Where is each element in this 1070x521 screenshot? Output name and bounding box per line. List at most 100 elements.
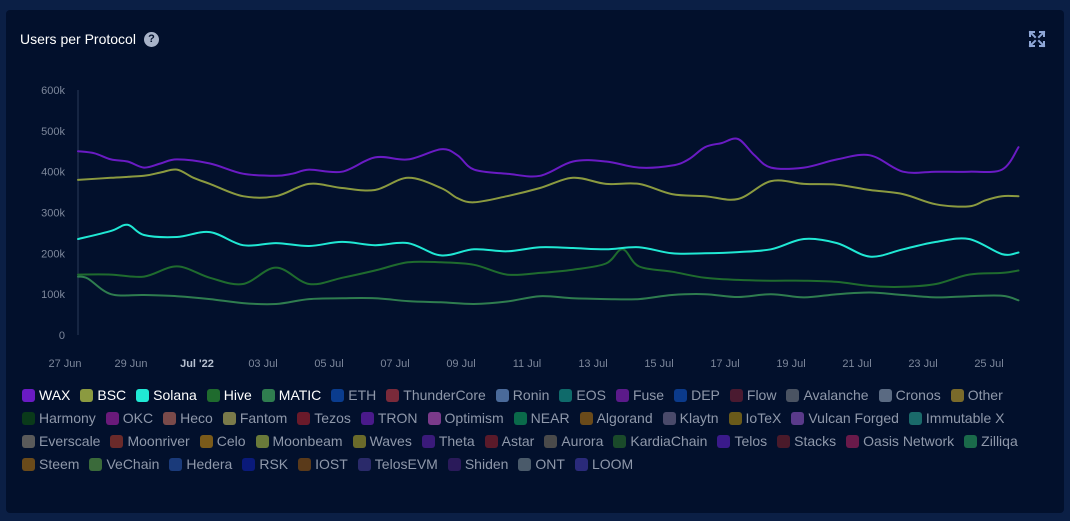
legend-item-fantom[interactable]: Fantom: [222, 409, 288, 427]
legend-swatch: [846, 434, 860, 448]
legend-item-dep[interactable]: DEP: [674, 386, 720, 404]
legend-item-iost[interactable]: IOST: [298, 455, 348, 473]
legend-item-klaytn[interactable]: Klaytn: [662, 409, 719, 427]
legend-swatch: [136, 388, 150, 402]
legend-item-wax[interactable]: WAX: [22, 386, 70, 404]
legend-swatch: [786, 388, 800, 402]
legend-swatch: [255, 434, 269, 448]
legend-item-waves[interactable]: Waves: [352, 432, 412, 450]
legend-item-kardiachain[interactable]: KardiaChain: [613, 432, 707, 450]
legend-swatch: [518, 457, 532, 471]
legend-swatch: [791, 411, 805, 425]
legend-item-harmony[interactable]: Harmony: [22, 409, 96, 427]
x-tick-label: 21 Jul: [842, 358, 871, 370]
legend-item-tron[interactable]: TRON: [360, 409, 418, 427]
legend-item-hive[interactable]: Hive: [206, 386, 252, 404]
legend-item-solana[interactable]: Solana: [136, 386, 197, 404]
legend-label: Solana: [153, 387, 197, 403]
legend-item-iotex[interactable]: IoTeX: [728, 409, 782, 427]
legend-item-immutable-x[interactable]: Immutable X: [908, 409, 1005, 427]
legend-item-okc[interactable]: OKC: [105, 409, 153, 427]
legend-label: Optimism: [444, 410, 504, 426]
expand-arrows-icon[interactable]: [1028, 30, 1046, 48]
legend-label: Moonriver: [127, 433, 190, 449]
legend-label: Astar: [501, 433, 535, 449]
legend-label: Harmony: [39, 410, 96, 426]
legend-label: Telos: [734, 433, 768, 449]
legend-item-eth[interactable]: ETH: [331, 386, 376, 404]
legend-item-moonriver[interactable]: Moonriver: [110, 432, 190, 450]
legend-item-steem[interactable]: Steem: [22, 455, 79, 473]
legend-item-telosevm[interactable]: TelosEVM: [357, 455, 438, 473]
legend-swatch: [110, 434, 124, 448]
legend-swatch: [717, 434, 731, 448]
legend-item-optimism[interactable]: Optimism: [427, 409, 504, 427]
legend-item-telos[interactable]: Telos: [717, 432, 767, 450]
legend-item-shiden[interactable]: Shiden: [447, 455, 509, 473]
question-circle-icon[interactable]: ?: [143, 31, 159, 47]
legend-item-matic[interactable]: MATIC: [261, 386, 321, 404]
x-tick-label: 17 Jul: [710, 358, 739, 370]
legend-label: ONT: [535, 456, 565, 472]
legend-label: Fantom: [239, 410, 288, 426]
x-tick-label: 11 Jul: [513, 358, 542, 370]
legend-item-aurora[interactable]: Aurora: [544, 432, 603, 450]
legend-item-thundercore[interactable]: ThunderCore: [386, 386, 486, 404]
legend-label: Oasis Network: [863, 433, 955, 449]
legend-item-vulcan-forged[interactable]: Vulcan Forged: [791, 409, 899, 427]
legend-item-celo[interactable]: Celo: [199, 432, 246, 450]
legend-swatch: [22, 457, 35, 471]
legend-item-rsk[interactable]: RSK: [242, 455, 288, 473]
legend-item-hedera[interactable]: Hedera: [169, 455, 232, 473]
legend-item-theta[interactable]: Theta: [421, 432, 475, 450]
legend-swatch: [206, 388, 220, 402]
legend-label: TRON: [377, 410, 418, 426]
legend-item-fuse[interactable]: Fuse: [615, 386, 664, 404]
legend-swatch: [80, 388, 94, 402]
legend-swatch: [163, 411, 177, 425]
legend-swatch: [878, 388, 892, 402]
legend-swatch: [544, 434, 558, 448]
legend-swatch: [777, 434, 791, 448]
legend-item-near[interactable]: NEAR: [513, 409, 570, 427]
legend-item-avalanche[interactable]: Avalanche: [786, 386, 869, 404]
y-tick-label: 300k: [41, 208, 65, 220]
x-tick-label: 23 Jul: [908, 358, 937, 370]
x-tick-label: 15 Jul: [644, 358, 673, 370]
x-tick-label: 25 Jul: [974, 358, 1003, 370]
legend-label: TelosEVM: [374, 456, 438, 472]
legend-item-algorand[interactable]: Algorand: [579, 409, 653, 427]
legend-item-zilliqa[interactable]: Zilliqa: [964, 432, 1018, 450]
legend-item-ronin[interactable]: Ronin: [495, 386, 549, 404]
legend-label: Flow: [746, 387, 777, 403]
legend-item-heco[interactable]: Heco: [163, 409, 213, 427]
legend-item-everscale[interactable]: Everscale: [22, 432, 100, 450]
legend-label: DEP: [691, 387, 720, 403]
legend-label: KardiaChain: [630, 433, 708, 449]
legend-item-oasis-network[interactable]: Oasis Network: [846, 432, 954, 450]
line-chart: 0 100k 200k 300k 400k 500k 600k 27 Jun 29 Jun Jul…: [41, 85, 1020, 370]
series-line-hive: [77, 248, 1020, 288]
legend-swatch: [105, 411, 119, 425]
legend-item-loom[interactable]: LOOM: [574, 455, 633, 473]
legend-item-stacks[interactable]: Stacks: [777, 432, 836, 450]
legend-item-flow[interactable]: Flow: [729, 386, 777, 404]
legend-label: IoTeX: [745, 410, 782, 426]
legend-item-bsc[interactable]: BSC: [80, 386, 126, 404]
legend-item-ont[interactable]: ONT: [518, 455, 565, 473]
legend-label: Hive: [223, 387, 252, 403]
legend-label: Celo: [216, 433, 246, 449]
series-line-matic: [77, 275, 1020, 306]
legend-item-other[interactable]: Other: [950, 386, 1003, 404]
legend-item-astar[interactable]: Astar: [484, 432, 535, 450]
legend-item-eos[interactable]: EOS: [559, 386, 606, 404]
legend-item-vechain[interactable]: VeChain: [89, 455, 159, 473]
legend-label: RSK: [259, 456, 289, 472]
legend-label: Vulcan Forged: [808, 410, 899, 426]
legend-label: Shiden: [464, 456, 509, 472]
legend-swatch: [169, 457, 183, 471]
legend-item-cronos[interactable]: Cronos: [878, 386, 941, 404]
legend-swatch: [261, 388, 275, 402]
legend-item-moonbeam[interactable]: Moonbeam: [255, 432, 343, 450]
legend-item-tezos[interactable]: Tezos: [297, 409, 351, 427]
